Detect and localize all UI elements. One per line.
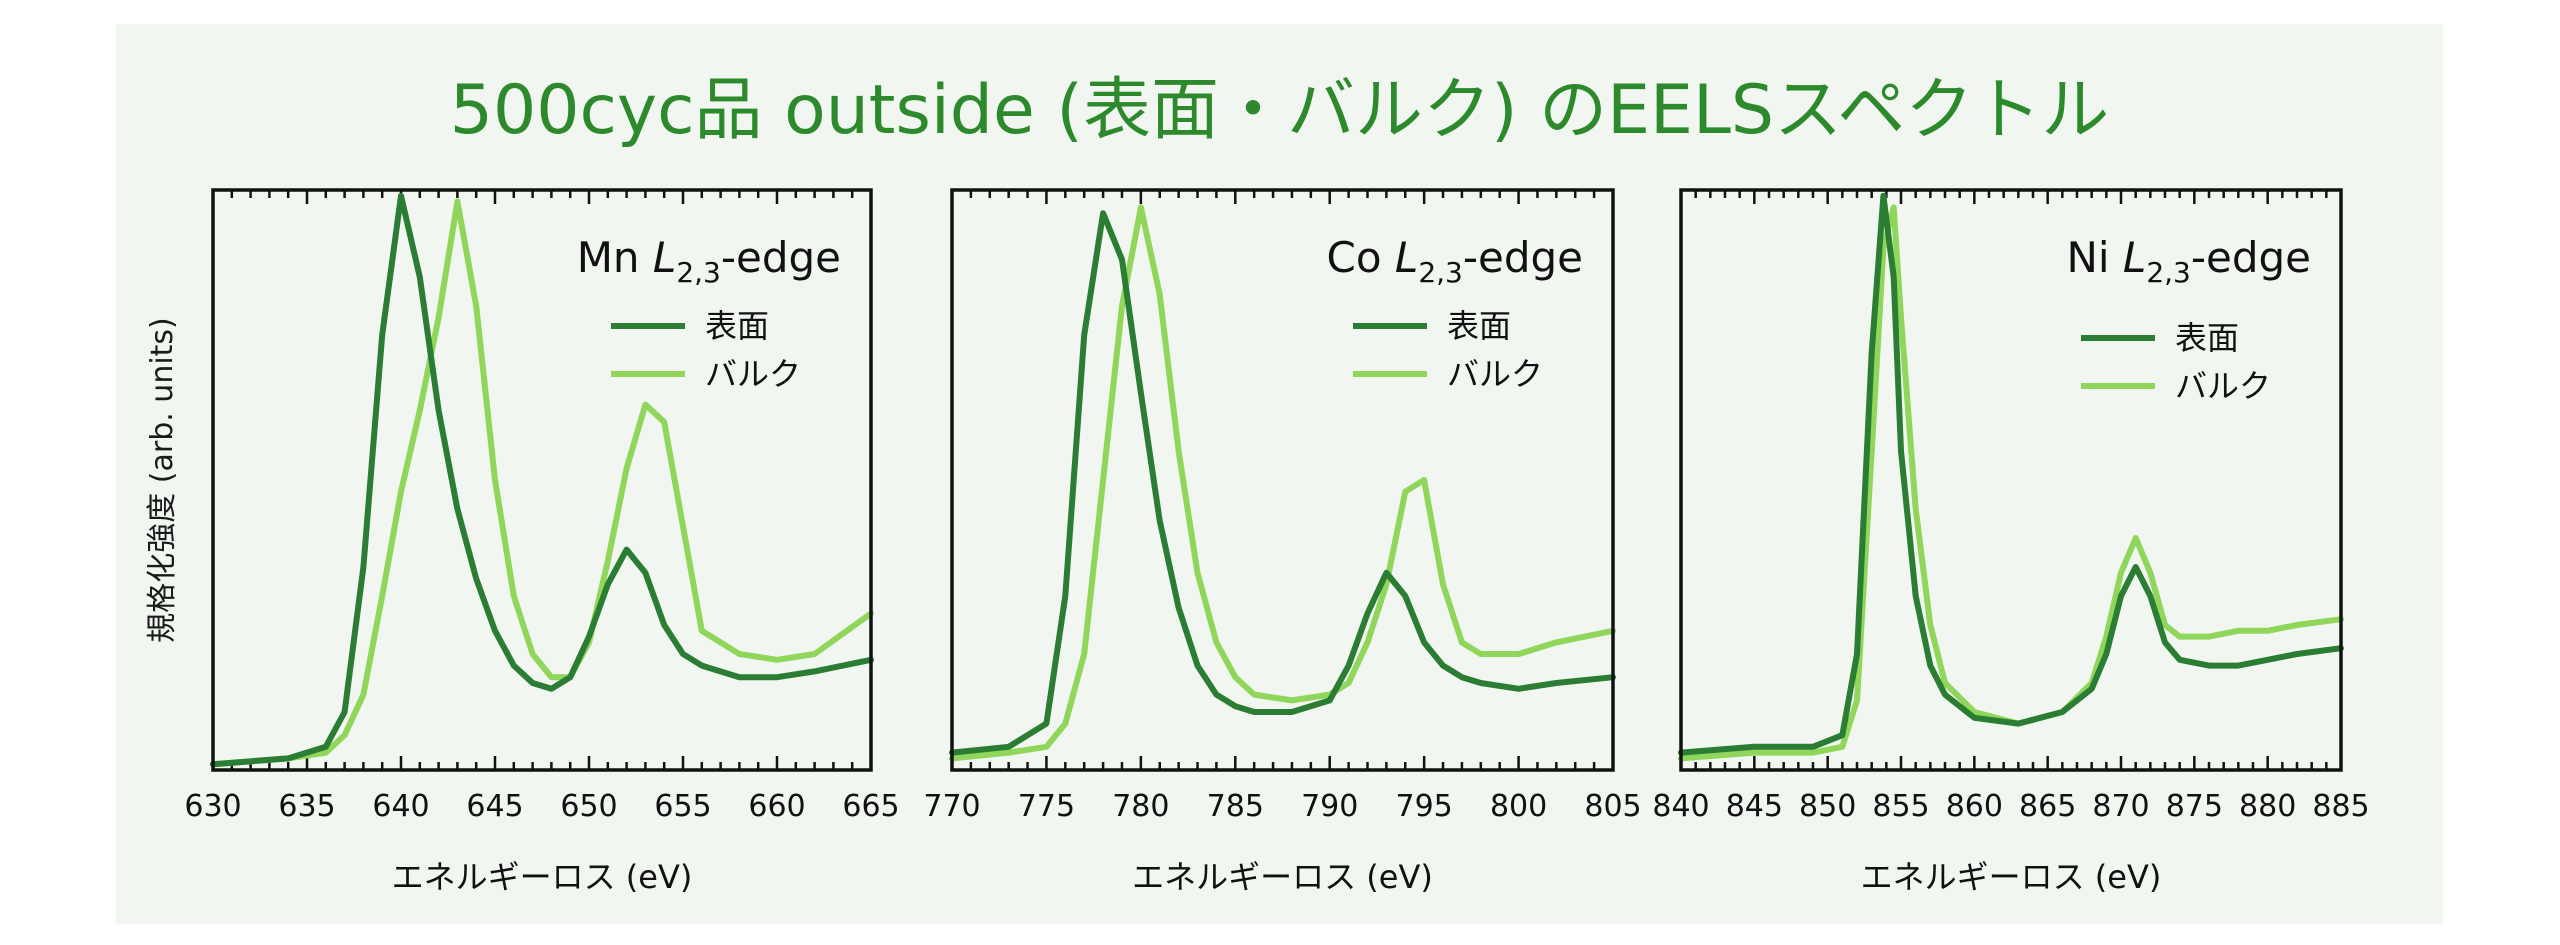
plot-frame: [211, 188, 873, 772]
x-tick-label: 845: [1726, 789, 1783, 824]
x-tick-label: 865: [2019, 789, 2076, 824]
series-line-surface: [1678, 192, 2344, 756]
figure-title: 500cyc品 outside (表面・バルク) のEELSスペクトル: [449, 71, 2110, 150]
series-line-surface: [949, 210, 1616, 756]
x-tick-label: 785: [1207, 789, 1264, 824]
x-axis-label: エネルギーロス (eV): [392, 858, 693, 896]
x-tick-label: 770: [923, 789, 980, 824]
x-tick-label: 775: [1018, 789, 1075, 824]
legend-label-surface: 表面: [705, 307, 769, 345]
x-axis-label: エネルギーロス (eV): [1132, 858, 1433, 896]
edge-label: Co L2,3-edge: [1327, 233, 1583, 289]
x-axis-label: エネルギーロス (eV): [1861, 858, 2162, 896]
edge-label: Mn L2,3-edge: [577, 233, 841, 289]
x-tick-label: 650: [560, 789, 617, 824]
legend-label-bulk: バルク: [2175, 367, 2271, 405]
edge-suffix: -edge: [1463, 233, 1583, 282]
edge-subscript: 2,3: [1418, 256, 1463, 289]
edge-label: Ni L2,3-edge: [2066, 233, 2311, 289]
legend-label-bulk: バルク: [1447, 355, 1543, 393]
chart-co: 770 775 780 785 790 795 800 805 エネルギーロス (eV) Co L…: [923, 188, 1642, 896]
x-tick-label: 840: [1652, 789, 1709, 824]
x-tick-label: 855: [1872, 789, 1929, 824]
x-tick-label: 630: [184, 789, 241, 824]
x-tick-label: 645: [466, 789, 523, 824]
figure-panel: 500cyc品 outside (表面・バルク) のEELSスペクトル: [116, 24, 2443, 924]
x-tick-label: 805: [1584, 789, 1641, 824]
edge-element: Mn: [577, 233, 653, 282]
series-line-surface: [210, 192, 874, 768]
series-line-bulk: [949, 204, 1616, 762]
chart-mn: 630 635 640 645 650 655 660 665 エネルギーロス (eV) Mn L…: [184, 188, 900, 896]
edge-symbol: L: [653, 233, 676, 282]
edge-element: Co: [1327, 233, 1395, 282]
x-tick-label: 795: [1396, 789, 1453, 824]
x-tick-label: 880: [2239, 789, 2296, 824]
x-tick-label: 790: [1301, 789, 1358, 824]
x-tick-label: 640: [372, 789, 429, 824]
x-tick-label: 635: [278, 789, 335, 824]
edge-suffix: -edge: [721, 233, 841, 282]
x-tick-label: 655: [654, 789, 711, 824]
x-tick-label: 800: [1490, 789, 1547, 824]
edge-suffix: -edge: [2191, 233, 2311, 282]
plot-frame: [1679, 188, 2343, 772]
x-tick-label: 870: [2092, 789, 2149, 824]
x-tick-label: 665: [842, 789, 899, 824]
edge-symbol: L: [2123, 233, 2146, 282]
x-tick-label: 660: [748, 789, 805, 824]
x-tick-label: 850: [1799, 789, 1856, 824]
edge-symbol: L: [1395, 233, 1418, 282]
edge-element: Ni: [2066, 233, 2122, 282]
legend-label-surface: 表面: [1447, 307, 1511, 345]
y-axis-label: 規格化強度 (arb. units): [145, 317, 180, 643]
x-tick-label: 875: [2166, 789, 2223, 824]
legend-label-bulk: バルク: [705, 355, 801, 393]
edge-subscript: 2,3: [676, 256, 721, 289]
x-tick-label: 885: [2312, 789, 2369, 824]
x-tick-label: 780: [1112, 789, 1169, 824]
edge-subscript: 2,3: [2146, 256, 2191, 289]
series-line-bulk: [1678, 204, 2344, 762]
chart-ni: 840 845 850 855 860 865 870 875 880 885 エネルギーロス (e…: [1652, 188, 2370, 896]
series-line-bulk: [210, 198, 874, 768]
legend-label-surface: 表面: [2175, 319, 2239, 357]
x-tick-label: 860: [1946, 789, 2003, 824]
plot-frame: [950, 188, 1615, 772]
